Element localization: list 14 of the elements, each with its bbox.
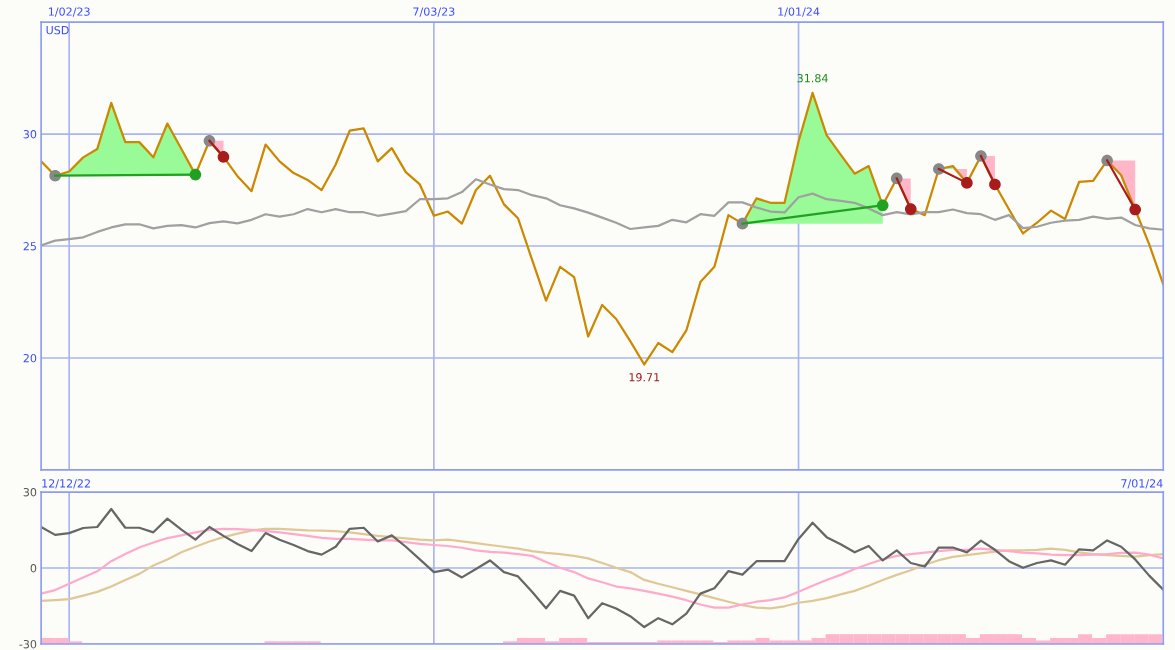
x-tick-label: 1/01/24 [778,7,820,17]
y-tick-label: 30 [23,130,37,139]
y-tick-label: -30 [19,639,37,649]
annotation: 19.71 [629,373,660,382]
text: 7/01/24 [1121,479,1163,489]
y-tick-label: 25 [23,242,36,251]
y-tick-label: 20 [23,353,37,363]
y-tick-label: 0 [30,564,37,573]
y-tick-label: 30 [23,488,37,497]
text: 12/12/22 [42,479,90,489]
y-axis-title: USD [46,25,69,35]
x-tick-label: 7/03/23 [413,7,455,17]
annotation: 31.84 [797,73,828,83]
x-tick-label: 1/02/23 [48,7,90,17]
